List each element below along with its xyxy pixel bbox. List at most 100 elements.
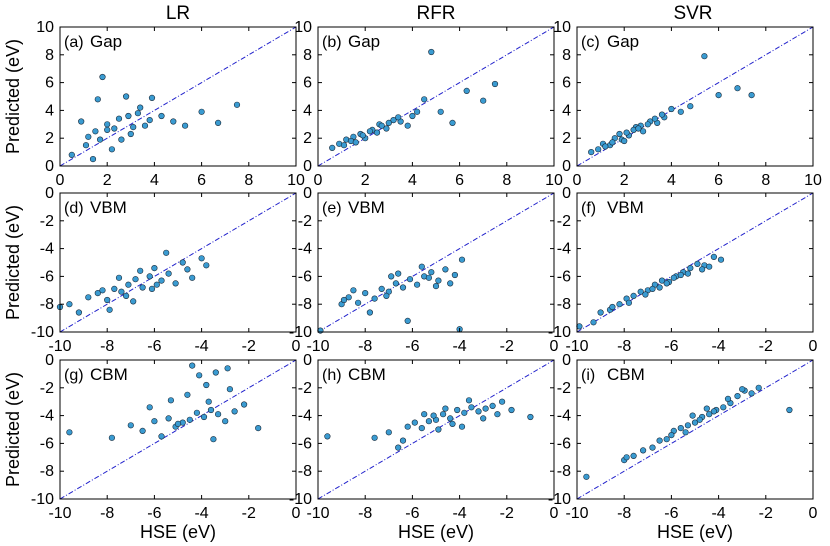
data-point-h-6 [418, 425, 425, 432]
data-point-i-27 [623, 454, 630, 461]
x-tick-label-d-3: -4 [194, 338, 208, 355]
data-point-d-5 [104, 296, 111, 304]
data-point-h-25 [480, 415, 487, 422]
data-point-a-1 [78, 118, 85, 125]
data-point-d-21 [122, 292, 130, 300]
data-point-d-10 [139, 284, 146, 291]
data-point-h-17 [499, 398, 506, 405]
data-point-e-16 [451, 271, 459, 279]
data-point-f-17 [710, 253, 718, 260]
data-point-c-15 [701, 53, 708, 60]
data-point-f-2 [597, 309, 604, 316]
data-point-c-0 [588, 149, 595, 156]
data-point-e-15 [442, 266, 449, 273]
data-point-g-17 [255, 425, 262, 432]
plot-frame-b [317, 26, 555, 167]
data-point-e-14 [435, 277, 442, 284]
data-point-g-27 [189, 362, 196, 369]
y-axis-label-a: Predicted (eV) [3, 39, 23, 154]
data-point-d-9 [132, 276, 139, 283]
x-tick-label-c-4: 8 [761, 172, 770, 189]
data-point-i-5 [656, 437, 663, 444]
data-point-f-25 [698, 266, 706, 273]
x-tick-label-g-0: -10 [48, 505, 71, 522]
y-tick-label-h-5: 0 [303, 352, 312, 369]
data-point-h-26 [494, 411, 501, 418]
y-tick-label-d-0: -10 [31, 324, 54, 341]
data-point-b-25 [385, 119, 392, 126]
data-point-g-25 [210, 436, 217, 443]
panel-b: 0 2 4 6 8 10 0 2 4 6 8 10 (b) Gap [294, 19, 563, 189]
y-tick-label-c-2: 4 [562, 102, 571, 119]
data-point-b-9 [390, 116, 397, 124]
x-tick-label-e-3: -4 [452, 338, 466, 355]
data-point-i-12 [706, 411, 713, 418]
panel-e: -10 -8 -6 -4 -2 0-10-8-6-4-20(e) VBM [289, 185, 559, 355]
panel-title-i: CBM [607, 365, 645, 384]
data-point-d-13 [158, 277, 165, 284]
x-tick-label-e-0: -10 [306, 338, 329, 355]
x-tick-label-b-0: 0 [314, 172, 323, 189]
x-tick-label-e-5: 0 [550, 338, 559, 355]
data-point-d-2 [75, 309, 82, 316]
panel-label-d: (d) [64, 200, 84, 217]
data-point-a-15 [170, 118, 177, 125]
x-tick-label-c-0: 0 [573, 172, 582, 189]
x-tick-label-c-1: 2 [620, 172, 629, 189]
data-point-b-17 [463, 87, 470, 94]
data-point-a-22 [96, 136, 104, 143]
data-point-b-14 [428, 48, 435, 56]
plot-frame-h [317, 359, 555, 500]
data-point-d-18 [198, 255, 205, 262]
panel-title-g: CBM [90, 365, 128, 384]
x-tick-label-h-5: 0 [550, 505, 559, 522]
data-point-a-3 [89, 156, 97, 163]
panel-title-c: Gap [607, 32, 639, 51]
data-point-c-1 [595, 146, 602, 153]
y-tick-label-e-5: 0 [303, 185, 312, 202]
y-tick-label-f-5: 0 [562, 185, 571, 202]
data-point-i-3 [639, 447, 647, 454]
data-point-e-2 [345, 294, 352, 301]
data-point-g-6 [165, 415, 172, 422]
data-point-i-22 [682, 429, 689, 436]
data-point-g-12 [207, 406, 215, 414]
x-tick-label-f-0: -10 [565, 338, 588, 355]
data-point-i-18 [748, 390, 755, 397]
data-point-c-20 [609, 139, 616, 146]
data-point-h-12 [461, 409, 468, 416]
data-point-g-4 [151, 418, 158, 425]
data-point-g-3 [139, 427, 146, 435]
y-tick-label-a-2: 4 [45, 102, 54, 119]
data-point-g-0 [66, 429, 73, 436]
panel-title-h: CBM [348, 365, 386, 384]
data-point-b-8 [383, 125, 390, 132]
data-point-b-19 [491, 80, 499, 88]
data-point-f-4 [616, 301, 623, 308]
x-tick-label-i-5: 0 [809, 505, 818, 522]
data-point-c-28 [621, 137, 628, 145]
x-tick-label-d-4: -2 [242, 338, 256, 355]
data-point-f-6 [630, 292, 637, 300]
data-point-f-14 [687, 265, 694, 272]
x-tick-label-a-4: 8 [244, 172, 253, 189]
y-tick-label-e-4: -2 [298, 213, 312, 230]
y-tick-label-h-4: -2 [298, 380, 312, 397]
data-point-b-15 [437, 108, 444, 115]
panel-a: 0 2 4 6 8 10 0 2 4 6 8 10 (a) Gap Predicted (eV) [3, 19, 305, 189]
data-point-a-0 [68, 151, 75, 158]
data-point-e-18 [404, 317, 411, 325]
data-point-d-27 [153, 281, 160, 288]
data-point-i-28 [689, 412, 696, 419]
x-tick-label-h-1: -8 [358, 505, 372, 522]
data-point-f-27 [663, 280, 670, 287]
data-point-g-28 [205, 398, 212, 405]
data-point-a-4 [94, 96, 101, 103]
data-point-d-17 [189, 274, 196, 281]
data-point-g-18 [184, 391, 191, 398]
y-tick-label-f-4: -2 [557, 213, 571, 230]
plot-frame-a [59, 26, 297, 167]
data-point-i-0 [583, 473, 590, 480]
data-point-f-10 [658, 277, 666, 284]
